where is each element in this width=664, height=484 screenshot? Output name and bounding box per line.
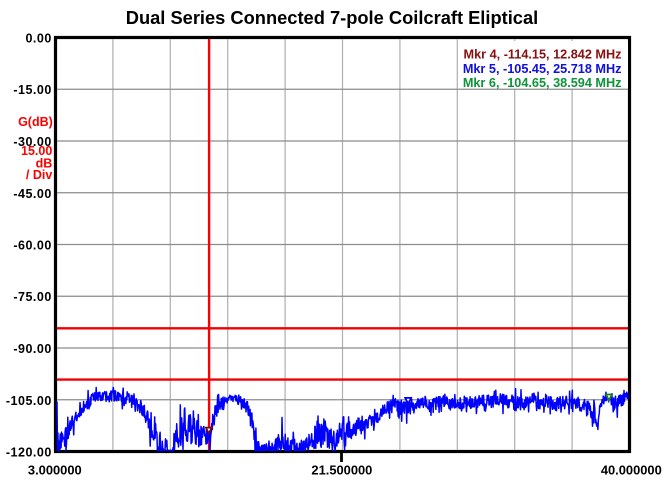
svg-text:-75.00: -75.00 — [13, 290, 51, 304]
svg-text:-30.00: -30.00 — [13, 135, 51, 149]
svg-text:0.00: 0.00 — [25, 32, 51, 46]
svg-text:G(dB): G(dB) — [18, 115, 53, 129]
svg-text:15.00: 15.00 — [21, 144, 52, 158]
svg-text:Mkr 5, -105.45, 25.718 MHz: Mkr 5, -105.45, 25.718 MHz — [463, 62, 622, 76]
svg-text:3.000000: 3.000000 — [28, 462, 82, 477]
svg-text:-60.00: -60.00 — [13, 239, 51, 253]
svg-text:Mkr 6, -104.65, 38.594 MHz: Mkr 6, -104.65, 38.594 MHz — [463, 76, 622, 90]
svg-text:-120.00: -120.00 — [6, 446, 52, 460]
svg-text:-45.00: -45.00 — [13, 187, 51, 201]
svg-text:dB: dB — [36, 156, 53, 170]
svg-text:-90.00: -90.00 — [13, 342, 51, 356]
svg-text:-105.00: -105.00 — [6, 394, 52, 408]
svg-text:Mkr 4, -114.15, 12.842 MHz: Mkr 4, -114.15, 12.842 MHz — [464, 48, 622, 62]
svg-text:40.000000: 40.000000 — [601, 462, 662, 477]
svg-text:-15.00: -15.00 — [13, 83, 51, 97]
svg-text:/ Div: / Div — [26, 168, 52, 182]
svg-text:Dual Series Connected 7-pole C: Dual Series Connected 7-pole Coilcraft E… — [126, 7, 538, 28]
svg-text:21.500000: 21.500000 — [311, 462, 372, 477]
